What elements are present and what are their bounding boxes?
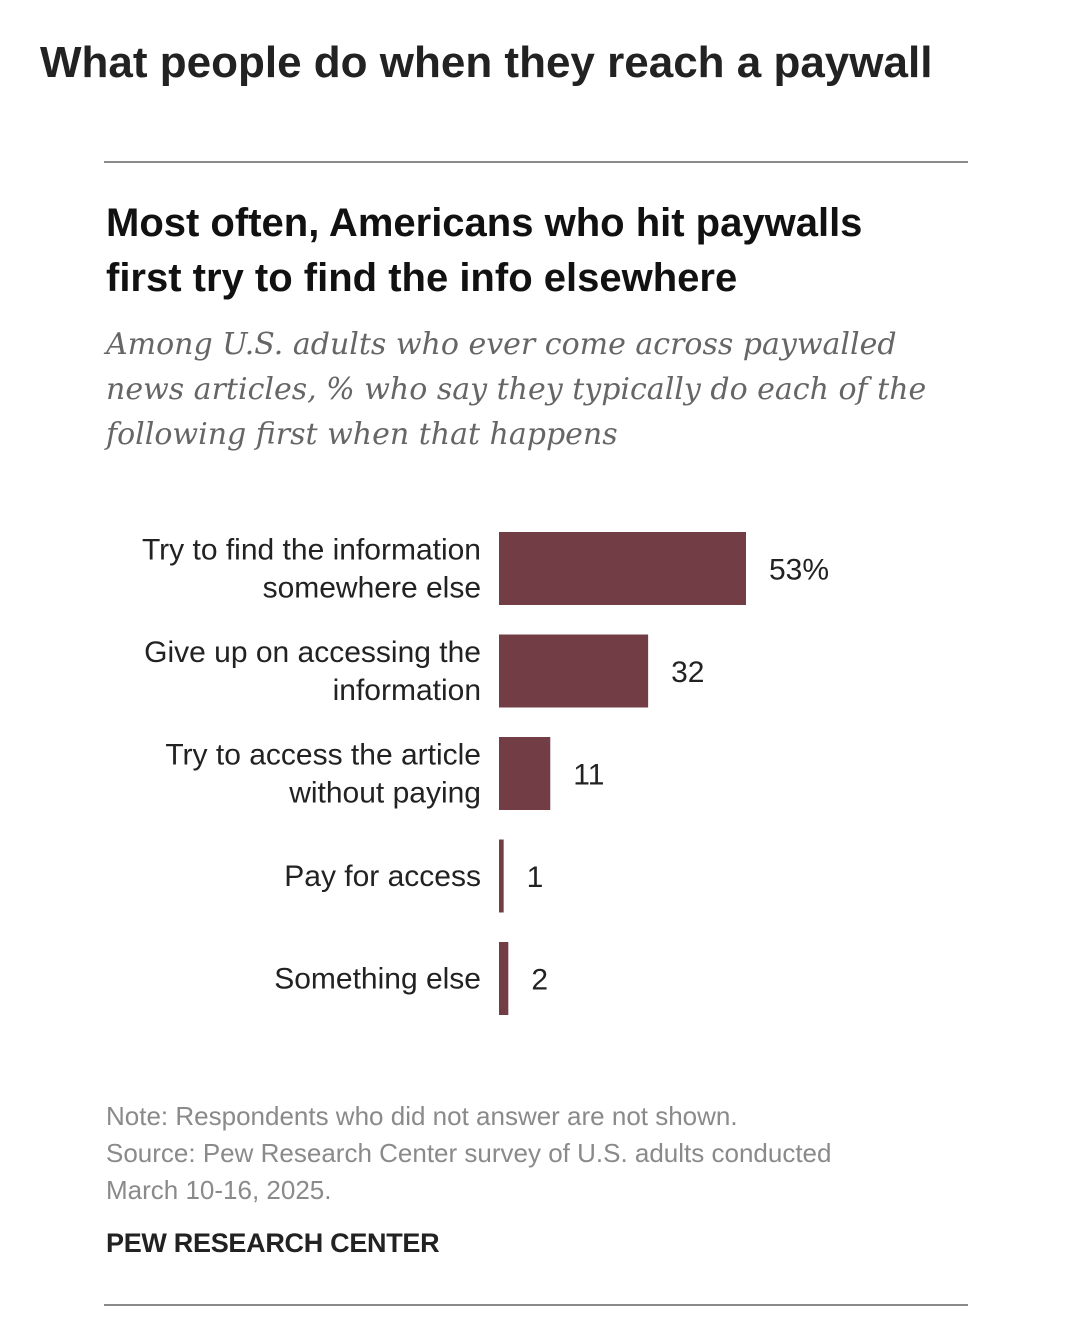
category-label-2: Try to access the article without paying (165, 739, 481, 810)
bottom-divider (104, 1304, 968, 1306)
source-line-2: March 10-16, 2025. (106, 1175, 332, 1205)
bar-3 (499, 839, 504, 913)
chart-notes: Note: Respondents who did not answer are… (106, 1098, 986, 1209)
chart-title-line-1: Most often, Americans who hit paywalls (106, 201, 863, 245)
chart-subtitle-line-1: Among U.S. adults who ever come across p… (106, 327, 897, 362)
source-line-1: Source: Pew Research Center survey of U.… (106, 1138, 832, 1168)
value-label-4: 2 (531, 964, 548, 997)
pew-research-center-logo-text: PEW RESEARCH CENTER (106, 1228, 440, 1258)
top-divider (104, 161, 968, 163)
chart-title-line-2: first try to find the info elsewhere (106, 256, 738, 300)
value-label-3: 1 (527, 861, 544, 894)
category-label-0-line-1: somewhere else (263, 572, 481, 605)
page-title: What people do when they reach a paywall (40, 38, 933, 87)
category-label-3: Pay for access (284, 860, 481, 893)
category-label-2-line-0: Try to access the article (165, 739, 481, 772)
category-label-1: Give up on accessing the information (144, 636, 481, 707)
category-label-0: Try to find the information somewhere els… (142, 534, 481, 605)
value-label-2: 11 (573, 759, 604, 792)
bar-2 (499, 737, 551, 810)
value-label-0: 53% (769, 554, 829, 587)
category-label-1-line-0: Give up on accessing the (144, 636, 481, 669)
category-label-4-line-0: Something else (274, 963, 481, 996)
chart-subtitle: Among U.S. adults who ever come across p… (106, 322, 986, 457)
note-line-1: Note: Respondents who did not answer are… (106, 1101, 738, 1131)
chart-subtitle-line-2: news articles, % who say they typically … (106, 372, 927, 407)
bar-4 (499, 942, 509, 1015)
category-label-1-line-1: information (333, 674, 481, 707)
category-label-4: Something else (274, 963, 481, 996)
category-label-2-line-1: without paying (288, 777, 481, 810)
bar-1 (499, 634, 649, 708)
category-label-3-line-0: Pay for access (284, 860, 481, 893)
chart-subtitle-line-3: following first when that happens (106, 417, 618, 452)
value-label-1: 32 (671, 656, 704, 689)
bar-0 (499, 532, 746, 605)
category-label-0-line-0: Try to find the information (142, 534, 481, 567)
chart-title: Most often, Americans who hit paywalls f… (106, 196, 986, 306)
